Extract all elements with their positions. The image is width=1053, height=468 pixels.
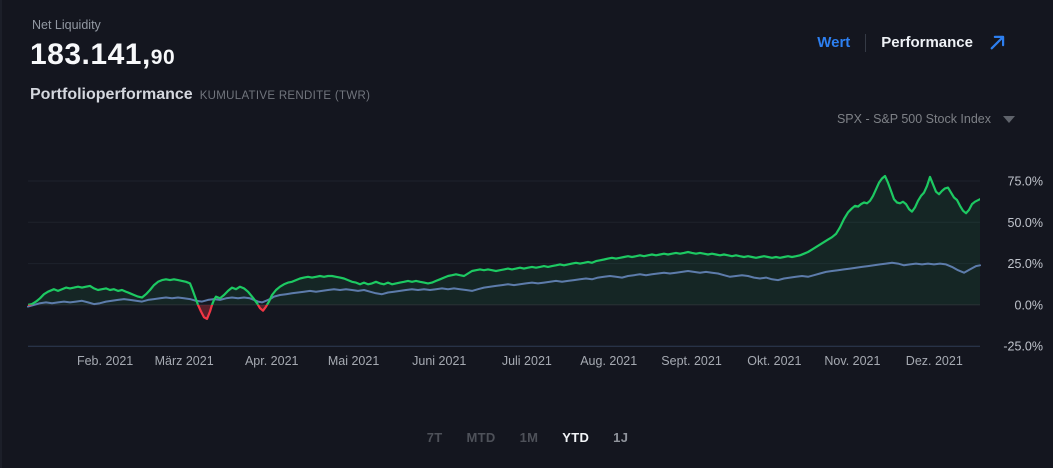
y-axis-label: 0.0% (1015, 298, 1044, 312)
x-axis-label: Okt. 2021 (747, 354, 801, 368)
portfolio-area-positive (28, 176, 980, 305)
tab-performance[interactable]: Performance (881, 34, 973, 51)
page-title: Portfolioperformance (30, 86, 193, 103)
expand-arrow-icon[interactable] (988, 33, 1007, 52)
x-axis-label: Nov. 2021 (824, 354, 880, 368)
time-range-buttons: 7T MTD 1M YTD 1J (2, 430, 1053, 445)
benchmark-label: SPX - S&P 500 Stock Index (836, 112, 991, 126)
performance-chart[interactable]: 75.0% 50.0% 25.0% 0.0% -25.0% Feb. 2021 März 2… (2, 150, 1053, 390)
x-axis-label: Dez. 2021 (906, 354, 963, 368)
x-axis-label: Feb. 2021 (77, 354, 133, 368)
x-axis-label: Aug. 2021 (580, 354, 637, 368)
net-liquidity-value: 183.141,90 (30, 38, 175, 72)
range-button-mtd[interactable]: MTD (466, 430, 496, 445)
chart-header: Portfolioperformance KUMULATIVE RENDITE (… (30, 86, 370, 104)
range-button-ytd[interactable]: YTD (562, 430, 590, 445)
toggle-divider (865, 33, 867, 52)
range-button-1j[interactable]: 1J (613, 430, 629, 445)
x-axis-label: Juni 2021 (412, 354, 466, 368)
tab-wert[interactable]: Wert (817, 34, 851, 51)
range-button-1m[interactable]: 1M (519, 430, 539, 445)
x-axis-label: Apr. 2021 (245, 354, 299, 368)
y-axis-label: 25.0% (1008, 257, 1043, 271)
x-axis-label: Sept. 2021 (661, 354, 722, 368)
chevron-down-icon (1003, 115, 1015, 123)
benchmark-series-line (27, 261, 981, 308)
range-button-7t[interactable]: 7T (426, 430, 443, 445)
net-liquidity-main: 183.141, (30, 38, 151, 71)
section-subtitle: KUMULATIVE RENDITE (TWR) (199, 90, 371, 102)
benchmark-selector[interactable]: SPX - S&P 500 Stock Index (837, 112, 1015, 126)
x-axis-label: März 2021 (155, 354, 214, 368)
y-axis-label: 50.0% (1008, 216, 1043, 230)
net-liquidity-fraction: 90 (150, 46, 176, 69)
x-axis-label: Juli 2021 (502, 354, 552, 368)
y-axis-label: 75.0% (1008, 175, 1043, 189)
y-axis-label: -25.0% (1003, 340, 1043, 354)
portfolio-series-line (28, 174, 980, 305)
x-axis-label: Mai 2021 (328, 354, 379, 368)
view-toggle: Wert Performance (817, 33, 1007, 52)
net-liquidity-label: Net Liquidity (32, 18, 101, 32)
